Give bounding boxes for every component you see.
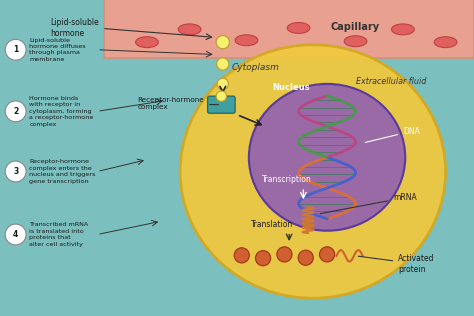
Circle shape [216, 35, 229, 49]
FancyBboxPatch shape [208, 96, 235, 113]
Text: Translation: Translation [251, 220, 294, 229]
Ellipse shape [287, 22, 310, 33]
Text: Receptor-hormone
complex enters the
nucleus and triggers
gene transcription: Receptor-hormone complex enters the nucl… [29, 159, 96, 184]
Ellipse shape [136, 37, 158, 48]
Text: mRNA: mRNA [320, 193, 417, 214]
Text: Extracellular fluid: Extracellular fluid [356, 77, 427, 86]
Text: Capillary: Capillary [331, 22, 380, 32]
Circle shape [319, 247, 335, 262]
Circle shape [255, 251, 271, 266]
Circle shape [216, 91, 227, 101]
Text: DNA: DNA [365, 127, 420, 143]
Text: Transcribed mRNA
is translated into
proteins that
alter cell activity: Transcribed mRNA is translated into prot… [29, 222, 89, 246]
Ellipse shape [180, 45, 446, 298]
Text: Cytoplasm: Cytoplasm [232, 63, 280, 72]
Circle shape [5, 39, 26, 60]
Text: Transcription: Transcription [262, 175, 311, 184]
Text: Activated
protein: Activated protein [358, 254, 435, 274]
Ellipse shape [249, 84, 405, 231]
Circle shape [217, 58, 229, 70]
Ellipse shape [392, 24, 414, 35]
Ellipse shape [434, 37, 457, 48]
Circle shape [5, 161, 26, 182]
Circle shape [217, 78, 228, 89]
Text: Hormone binds
with receptor in
cytoplasm, forming
a receptor-hormone
complex: Hormone binds with receptor in cytoplasm… [29, 96, 94, 127]
Text: Lipid-soluble
hormone diffuses
through plasma
membrane: Lipid-soluble hormone diffuses through p… [29, 38, 86, 62]
Ellipse shape [235, 35, 258, 46]
Text: 4: 4 [13, 230, 18, 239]
Text: Nucleus: Nucleus [273, 83, 310, 92]
Circle shape [298, 250, 313, 265]
Ellipse shape [344, 36, 367, 47]
Text: 3: 3 [13, 167, 18, 176]
Circle shape [277, 247, 292, 262]
Text: Receptor-hormone
complex: Receptor-hormone complex [137, 97, 219, 110]
Ellipse shape [178, 24, 201, 35]
Text: 2: 2 [13, 107, 18, 116]
Text: 1: 1 [13, 45, 18, 54]
Circle shape [5, 101, 26, 122]
Circle shape [234, 248, 249, 263]
Circle shape [5, 224, 26, 245]
Text: Lipid-soluble
hormone: Lipid-soluble hormone [50, 18, 99, 39]
Bar [104, 0, 474, 58]
